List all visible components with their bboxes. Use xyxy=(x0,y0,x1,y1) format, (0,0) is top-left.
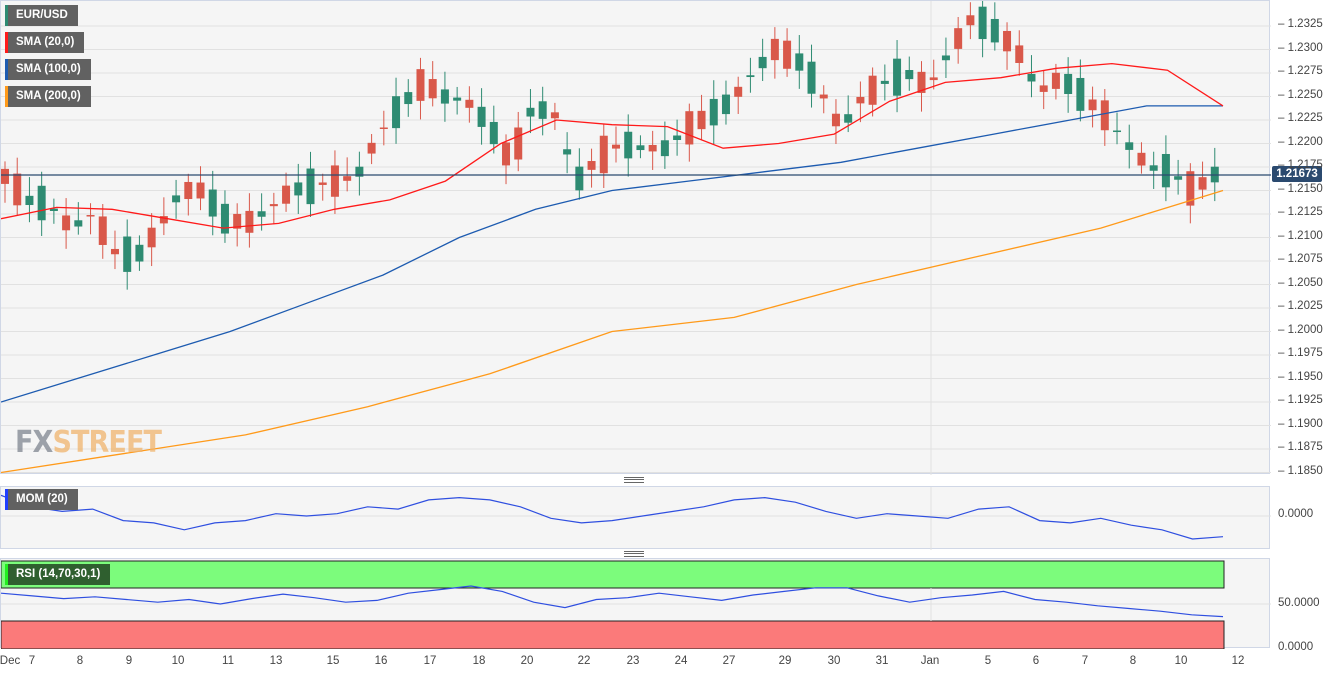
price-chart-pane[interactable]: FXSTREET xyxy=(0,0,1271,475)
rsi-canvas xyxy=(1,560,1271,649)
price-y-tick: – 1.1925 xyxy=(1278,394,1323,406)
price-y-tick: – 1.1900 xyxy=(1278,417,1323,430)
price-y-tick: – 1.2175 xyxy=(1278,159,1323,171)
price-y-tick: – 1.1950 xyxy=(1278,370,1323,383)
price-y-tick: – 1.1850 xyxy=(1278,464,1323,477)
time-x-tick: 16 xyxy=(374,655,388,667)
price-y-tick: – 1.2000 xyxy=(1278,323,1323,336)
price-y-tick: – 1.2075 xyxy=(1278,253,1323,265)
pane-resize-handle-rsi[interactable] xyxy=(624,551,644,557)
time-x-tick: 7 xyxy=(1081,655,1089,667)
price-y-tick: – 1.2025 xyxy=(1278,300,1323,312)
time-x-tick: 22 xyxy=(577,655,591,667)
pane-resize-handle-mom[interactable] xyxy=(624,477,644,483)
legend-sma20[interactable]: SMA (20,0) xyxy=(5,32,85,53)
legend-mom[interactable]: MOM (20) xyxy=(5,489,78,510)
time-x-tick: 23 xyxy=(626,655,640,667)
price-y-tick: – 1.2325 xyxy=(1278,18,1323,30)
fxstreet-watermark: FXSTREET xyxy=(15,425,162,460)
time-x-tick: 20 xyxy=(520,655,534,667)
price-y-tick: – 1.2200 xyxy=(1278,135,1323,148)
legend-rsi[interactable]: RSI (14,70,30,1) xyxy=(5,564,111,585)
price-y-tick: – 1.2275 xyxy=(1278,65,1323,77)
time-x-tick: 11 xyxy=(222,655,234,667)
price-y-tick: – 1.2225 xyxy=(1278,112,1323,124)
time-x-tick: 15 xyxy=(326,655,340,667)
time-x-tick: 8 xyxy=(1129,655,1137,667)
price-y-tick: – 1.2300 xyxy=(1278,41,1323,54)
time-x-tick: 7 xyxy=(28,655,36,667)
last-price-tag: 1.21673 xyxy=(1272,166,1322,182)
time-x-tick: 5 xyxy=(984,655,992,667)
time-x-tick: 9 xyxy=(125,655,133,667)
price-y-tick: – 1.2100 xyxy=(1278,229,1323,242)
price-chart-canvas xyxy=(1,1,1271,475)
time-x-tick: 31 xyxy=(875,655,889,667)
rsi-y-tick-0: 0.0000 xyxy=(1278,641,1314,653)
time-x-tick: 8 xyxy=(76,655,84,667)
time-x-tick: Dec xyxy=(0,655,21,667)
time-x-tick: 30 xyxy=(827,655,841,667)
time-x-tick: Jan xyxy=(920,655,940,667)
rsi-y-tick-50: 50.0000 xyxy=(1278,597,1320,609)
time-x-tick: 10 xyxy=(171,655,185,667)
price-y-tick: – 1.1875 xyxy=(1278,441,1323,453)
price-y-tick: – 1.1975 xyxy=(1278,347,1323,359)
time-x-tick: 13 xyxy=(269,655,283,667)
time-x-tick: 17 xyxy=(423,655,437,667)
time-x-tick: 6 xyxy=(1032,655,1040,667)
time-x-tick: 24 xyxy=(674,655,688,667)
legend-sma200[interactable]: SMA (200,0) xyxy=(5,86,91,107)
price-y-tick: – 1.2125 xyxy=(1278,206,1323,218)
time-x-tick: 18 xyxy=(472,655,486,667)
price-y-tick: – 1.2250 xyxy=(1278,88,1323,101)
time-x-tick: 29 xyxy=(778,655,792,667)
mom-y-tick: 0.0000 xyxy=(1278,508,1314,520)
rsi-pane[interactable] xyxy=(0,558,1271,649)
time-x-tick: 10 xyxy=(1174,655,1188,667)
legend-sma100[interactable]: SMA (100,0) xyxy=(5,59,91,80)
time-x-tick: 27 xyxy=(722,655,736,667)
price-y-tick: – 1.2150 xyxy=(1278,182,1323,195)
momentum-canvas xyxy=(1,487,1271,550)
legend-eurusd[interactable]: EUR/USD xyxy=(5,5,78,26)
momentum-pane[interactable] xyxy=(0,486,1271,550)
price-y-tick: – 1.2050 xyxy=(1278,276,1323,289)
time-x-tick: 12 xyxy=(1231,655,1245,667)
